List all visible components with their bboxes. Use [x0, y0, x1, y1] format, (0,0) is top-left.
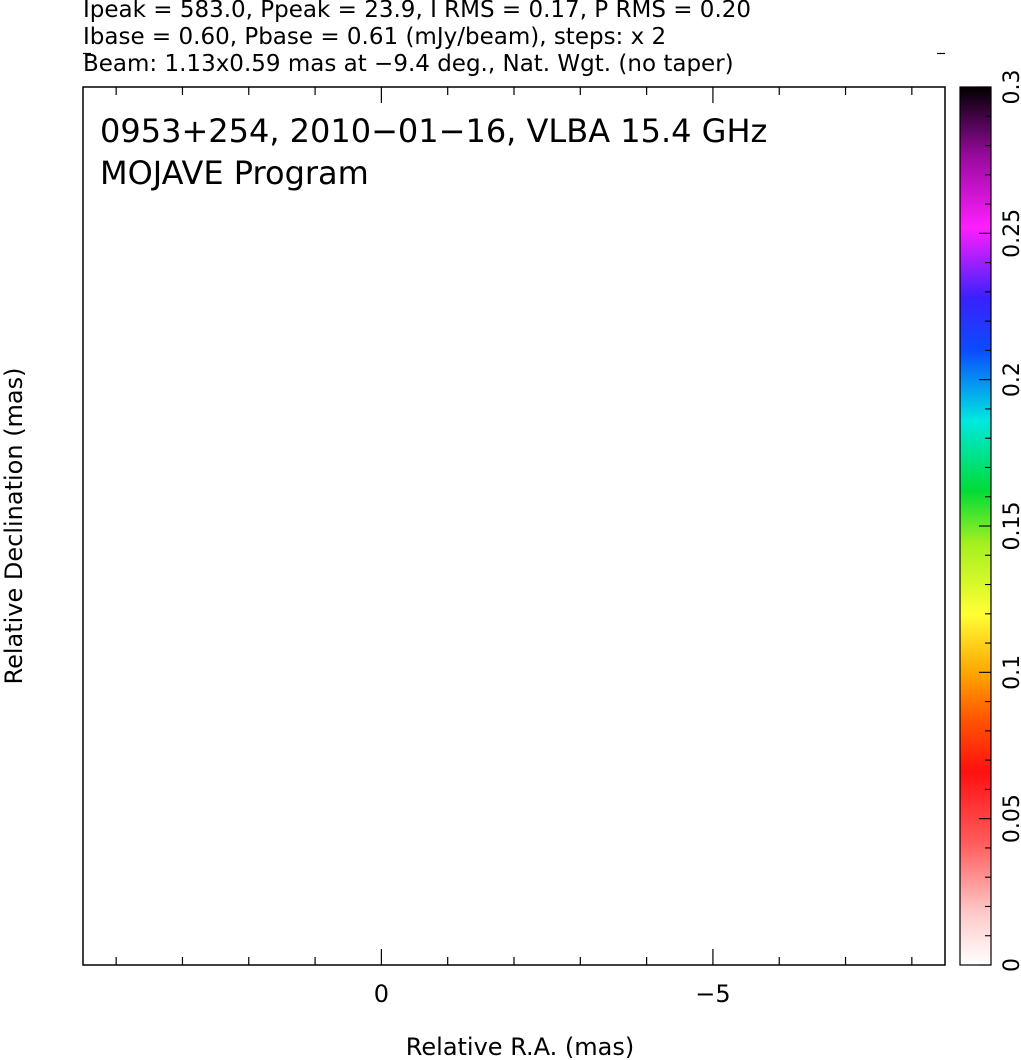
x-axis-label: Relative R.A. (mas) — [406, 1033, 634, 1060]
header-line-1: Ipeak = 583.0, Ppeak = 23.9, I RMS = 0.1… — [83, 0, 752, 23]
colorbar-tick-labels: 0 0.05 0.1 0.15 0.2 0.25 0.3 — [1000, 70, 1021, 973]
colorbar-ticks — [979, 86, 991, 966]
chart-title: 0953+254, 2010−01−16, VLBA 15.4 GHz — [100, 112, 767, 150]
colorbar-tick-label: 0.3 — [1000, 70, 1021, 105]
chart-subtitle: MOJAVE Program — [100, 154, 369, 192]
colorbar-tick-label: 0 — [1000, 958, 1021, 972]
colorbar-tick-label: 0.1 — [1000, 655, 1021, 690]
x-tick-label: 0 — [374, 980, 389, 1008]
y-axis-label: Relative Declination (mas) — [0, 367, 28, 684]
colorbar-tick-label: 0.15 — [1000, 502, 1021, 551]
header-line-2: Ibase = 0.60, Pbase = 0.61 (mJy/beam), s… — [83, 24, 667, 50]
axis-tick-labels: 0−50−5 — [374, 980, 731, 1008]
plot-frame — [82, 86, 946, 966]
colorbar-tick-label: 0.05 — [1000, 794, 1021, 843]
header-line-3: Beam: 1.13x0.59 mas at −9.4 deg., Nat. W… — [83, 51, 734, 77]
colorbar-tick-label: 0.25 — [1000, 209, 1021, 258]
x-tick-label: −5 — [695, 980, 730, 1008]
colorbar-tick-label: 0.2 — [1000, 362, 1021, 397]
axis-ticks — [83, 52, 945, 965]
